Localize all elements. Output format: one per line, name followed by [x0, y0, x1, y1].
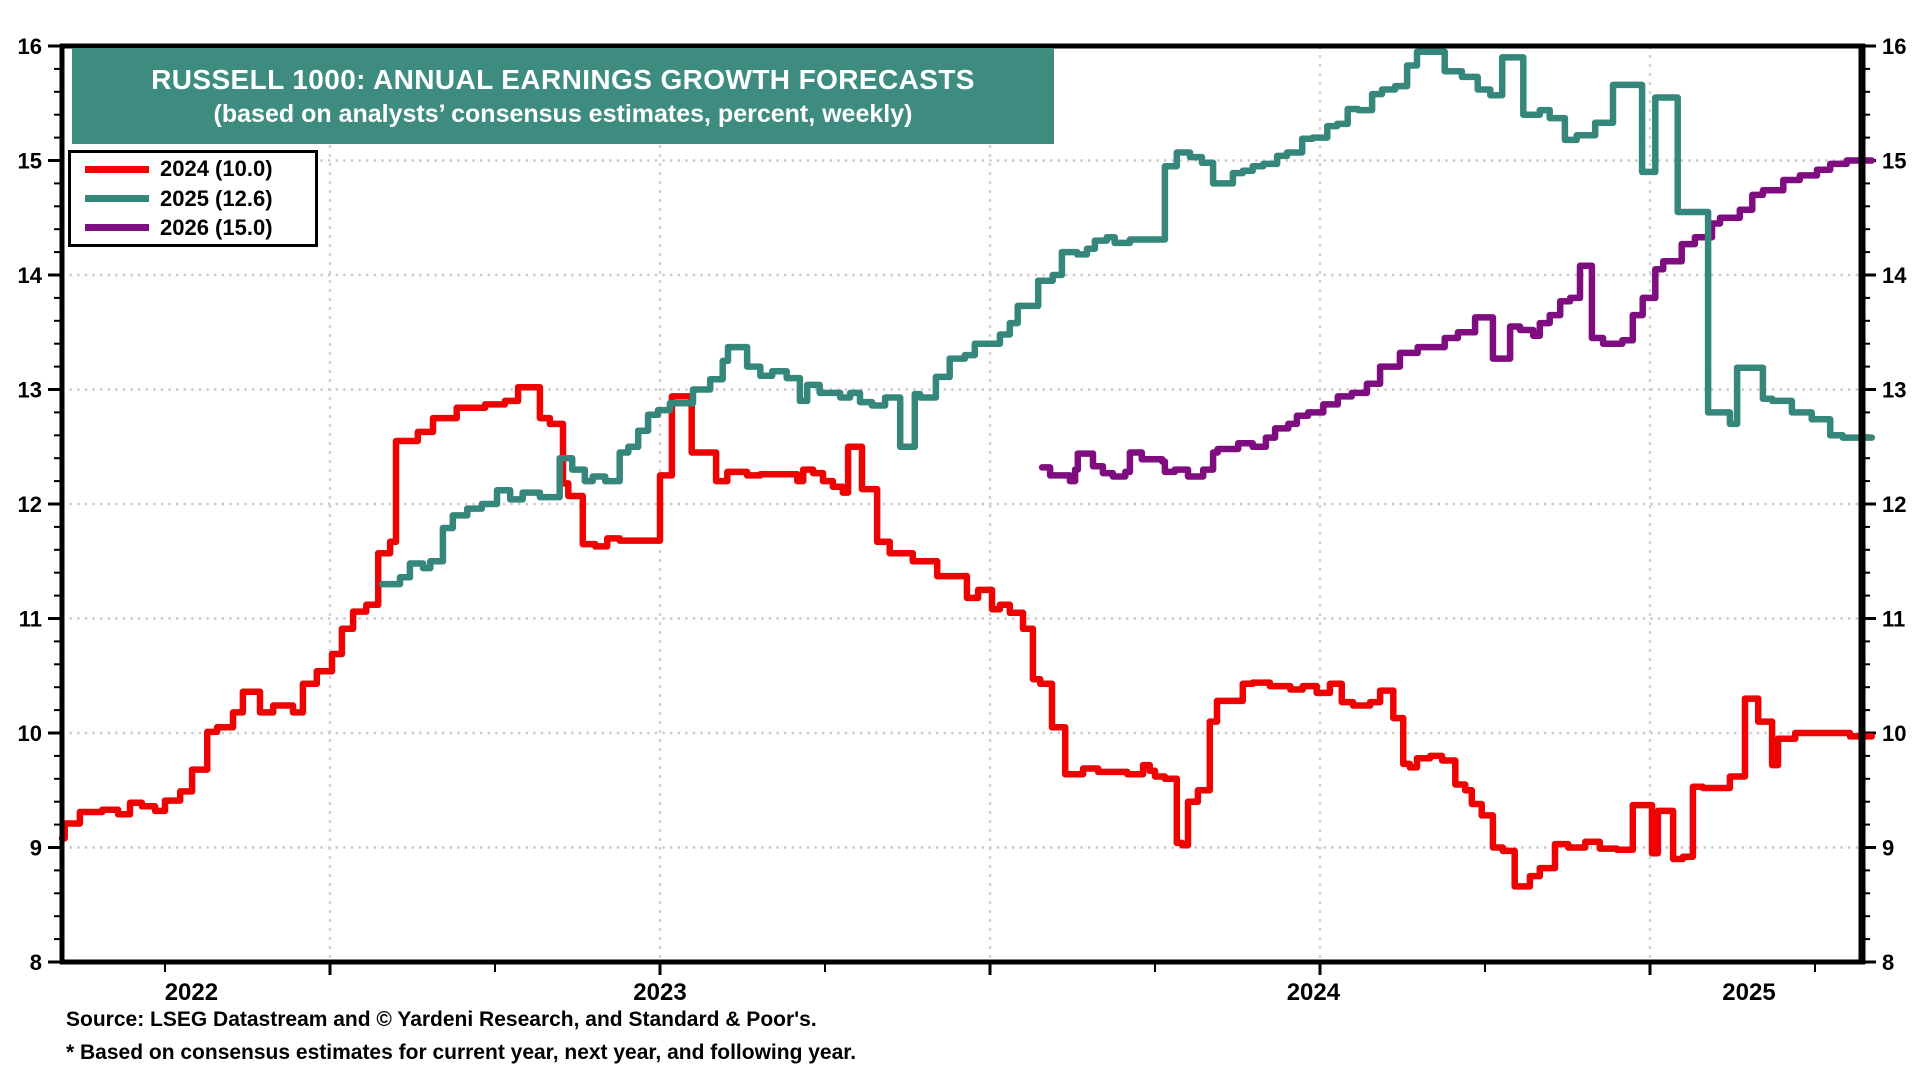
y-axis-label-left: 15 [18, 149, 42, 174]
title-banner: RUSSELL 1000: ANNUAL EARNINGS GROWTH FOR… [72, 48, 1054, 144]
y-axis-label-left: 16 [18, 34, 42, 59]
y-axis-label-left: 14 [18, 263, 43, 288]
y-axis-label-left: 10 [18, 721, 42, 746]
y-axis-label-right: 16 [1882, 34, 1906, 59]
series-2025-line [378, 48, 1876, 588]
y-axis-label-left: 13 [18, 378, 42, 403]
x-axis-label: 2025 [1722, 979, 1775, 1006]
y-axis-label-right: 15 [1882, 149, 1906, 174]
y-axis-label-right: 10 [1882, 721, 1906, 746]
source-text: Source: LSEG Datastream and © Yardeni Re… [66, 1008, 817, 1031]
legend-item-2024: 2024 (10.0) [71, 156, 315, 182]
legend-swatch-2025 [85, 195, 149, 202]
y-axis-label-right: 14 [1882, 263, 1907, 288]
series-2026-line [1038, 157, 1876, 485]
chart-subtitle: (based on analysts’ consensus estimates,… [213, 99, 913, 128]
legend-label-2024: 2024 (10.0) [160, 156, 273, 182]
legend-swatch-2024 [85, 165, 149, 173]
x-axis-label: 2023 [633, 979, 686, 1006]
chart-title: RUSSELL 1000: ANNUAL EARNINGS GROWTH FOR… [151, 63, 975, 95]
chart-footer: Source: LSEG Datastream and © Yardeni Re… [66, 1008, 856, 1065]
x-axis-label: 2022 [165, 979, 218, 1006]
legend-swatch-2026 [85, 224, 149, 232]
y-axis-label-right: 8 [1882, 950, 1894, 975]
series-2024-line [58, 383, 1876, 890]
y-axis-label-right: 13 [1882, 378, 1906, 403]
y-axis-label-left: 9 [30, 836, 42, 861]
legend-label-2025: 2025 (12.6) [160, 185, 273, 211]
legend-item-2025: 2025 (12.6) [71, 186, 315, 212]
y-axis-label-right: 12 [1882, 492, 1906, 517]
y-axis-label-left: 8 [30, 950, 42, 975]
y-axis-label-right: 9 [1882, 836, 1894, 861]
legend-label-2026: 2026 (15.0) [160, 214, 273, 240]
legend-box: 2024 (10.0) 2025 (12.6) 2026 (15.0) [68, 150, 318, 247]
y-axis-label-left: 11 [19, 607, 42, 632]
y-axis-label-left: 12 [18, 492, 42, 517]
legend-item-2026: 2026 (15.0) [71, 215, 315, 241]
footnote-text: * Based on consensus estimates for curre… [66, 1041, 857, 1064]
y-axis-label-right: 11 [1882, 607, 1905, 632]
x-axis-label: 2024 [1287, 979, 1341, 1006]
